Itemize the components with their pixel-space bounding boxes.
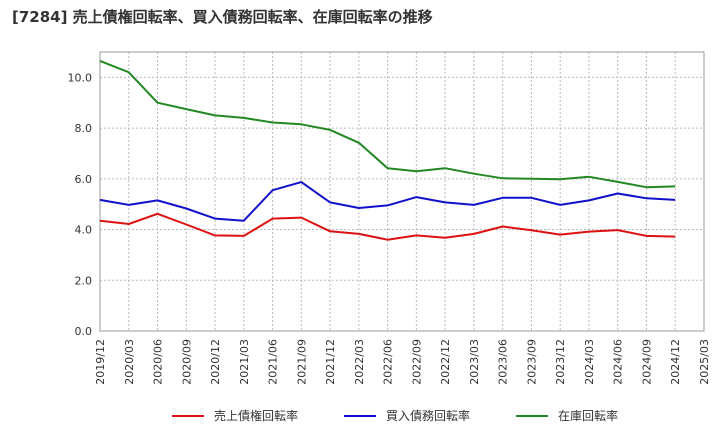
x-tick-label: 2024/06 — [612, 339, 625, 385]
series-layer — [99, 59, 676, 241]
x-tick-label: 2022/09 — [410, 339, 423, 385]
y-tick-label: 4.0 — [75, 224, 93, 237]
grid-layer — [100, 52, 704, 331]
series-line-買入債務回転率 — [99, 181, 676, 222]
x-tick-label: 2023/09 — [525, 339, 538, 385]
x-tick-label: 2023/12 — [554, 339, 567, 385]
series-line-売上債権回転率 — [99, 212, 676, 241]
legend-label: 在庫回転率 — [558, 408, 618, 423]
legend-entry: 在庫回転率 — [516, 408, 618, 423]
x-tick-label: 2022/12 — [439, 339, 452, 385]
x-tick-label: 2021/06 — [267, 339, 280, 385]
legend-entry: 買入債務回転率 — [344, 408, 470, 423]
y-tick-label: 2.0 — [75, 274, 93, 287]
x-tick-label: 2021/09 — [295, 339, 308, 385]
x-tick-label: 2022/06 — [382, 339, 395, 385]
x-tick-label: 2025/03 — [698, 339, 711, 385]
x-tick-label: 2021/12 — [324, 339, 337, 385]
x-tick-label: 2019/12 — [94, 339, 107, 385]
y-tick-label: 10.0 — [68, 71, 93, 84]
x-tick-label: 2020/06 — [152, 339, 165, 385]
y-tick-label: 8.0 — [75, 122, 93, 135]
x-tick-label: 2023/06 — [497, 339, 510, 385]
legend-label: 売上債権回転率 — [214, 408, 298, 423]
series-line-在庫回転率 — [99, 59, 676, 189]
y-tick-label: 6.0 — [75, 173, 93, 186]
x-tick-label: 2024/03 — [583, 339, 596, 385]
plot-area-border — [99, 51, 705, 332]
x-tick-label: 2023/03 — [468, 339, 481, 385]
x-tick-label: 2024/09 — [640, 339, 653, 385]
x-tick-label: 2021/03 — [238, 339, 251, 385]
y-axis: 0.0 2.0 4.0 6.0 8.0 10.0 — [68, 71, 93, 338]
x-tick-label: 2020/03 — [123, 339, 136, 385]
legend-entry: 売上債権回転率 — [172, 408, 298, 423]
x-tick-label: 2020/09 — [180, 339, 193, 385]
legend-label: 買入債務回転率 — [386, 408, 470, 423]
x-tick-label: 2024/12 — [669, 339, 682, 385]
y-tick-label: 0.0 — [75, 325, 93, 338]
x-tick-label: 2022/03 — [353, 339, 366, 385]
legend: 売上債権回転率 買入債務回転率 在庫回転率 — [172, 408, 618, 423]
x-axis: 2019/12 2020/03 2020/06 2020/09 2020/12 2021/… — [94, 339, 711, 385]
x-tick-label: 2020/12 — [209, 339, 222, 385]
chart-title: [7284] 売上債権回転率、買入債務回転率、在庫回転率の推移 — [12, 8, 433, 26]
